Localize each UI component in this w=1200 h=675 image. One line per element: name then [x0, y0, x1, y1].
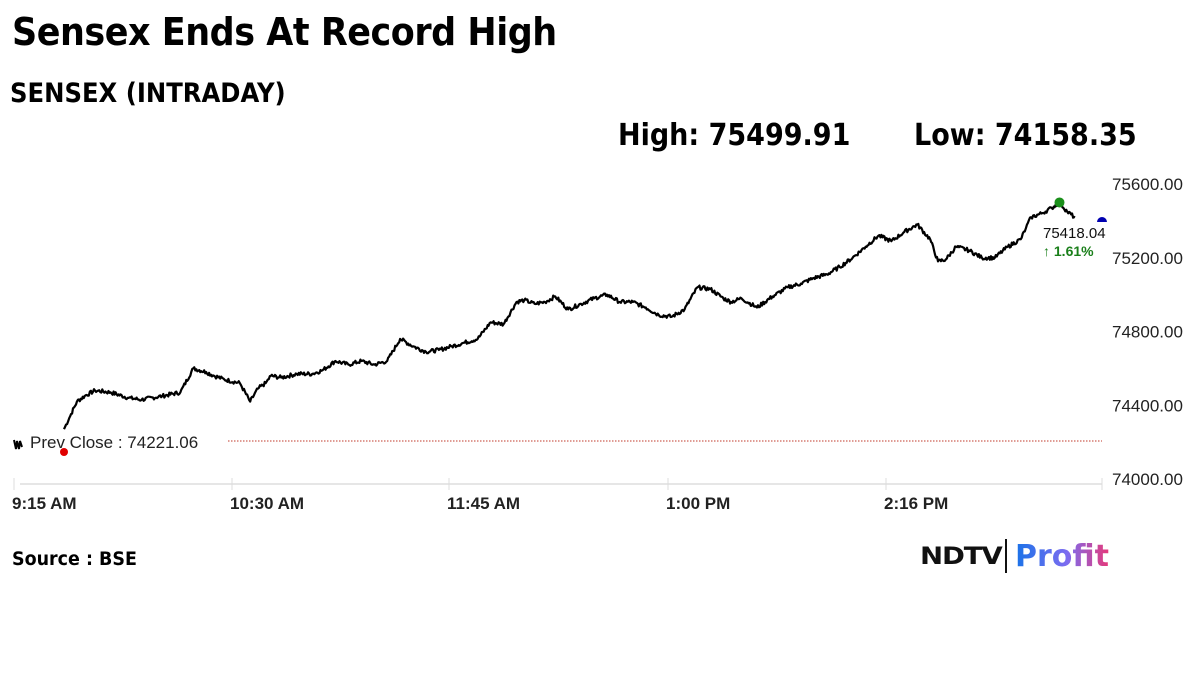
ndtv-profit-logo: NDTV Profit — [920, 538, 1109, 574]
y-tick-label: 75600.00 — [1112, 175, 1183, 194]
prev-close-dot — [60, 448, 68, 456]
last-price-dot — [1097, 217, 1107, 222]
source-label: Source : BSE — [12, 548, 137, 570]
y-tick-label: 74400.00 — [1112, 396, 1183, 415]
x-tick-label: 11:45 AM — [447, 494, 520, 513]
logo-profit-text: Profit — [1014, 538, 1109, 574]
y-tick-label: 74000.00 — [1112, 470, 1183, 489]
last-price-label: 75418.04 — [1043, 225, 1106, 242]
intraday-line-chart: 9:15 AM 10:30 AM 11:45 AM 1:00 PM 2:16 PM 75… — [12, 175, 1183, 513]
day-low-label: Low: 74158.35 — [914, 118, 1137, 153]
x-tick-label: 1:00 PM — [666, 494, 730, 513]
logo-divider — [1004, 539, 1007, 573]
x-tick-label: 9:15 AM — [12, 494, 77, 513]
day-high-label: High: 75499.91 — [618, 118, 851, 153]
x-axis-ticks: 9:15 AM 10:30 AM 11:45 AM 1:00 PM 2:16 PM — [12, 478, 1103, 513]
day-high-dot — [1054, 197, 1065, 208]
change-percent-label: ↑ 1.61% — [1043, 243, 1094, 259]
y-axis-ticks: 75600.00 75200.00 74800.00 74400.00 74000.00 — [1112, 175, 1183, 489]
x-tick-label: 2:16 PM — [884, 494, 948, 513]
y-tick-label: 75200.00 — [1112, 249, 1183, 268]
y-tick-label: 74800.00 — [1112, 323, 1183, 342]
logo-ndtv-text: NDTV — [920, 542, 1003, 570]
x-tick-label: 10:30 AM — [230, 494, 304, 513]
page-title: Sensex Ends At Record High — [12, 10, 557, 54]
sensex-series-line — [62, 200, 1076, 430]
prev-close-label: Prev Close : 74221.06 — [30, 433, 198, 452]
chart-subtitle: SENSEX (INTRADAY) — [10, 78, 286, 109]
prev-close-marker-icon — [13, 439, 23, 450]
